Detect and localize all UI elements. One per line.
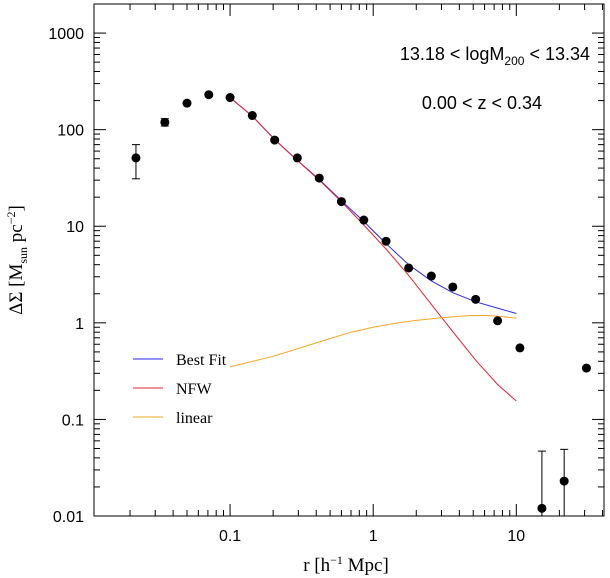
x-tick-label: 1 [369, 528, 378, 545]
series-line-nfw [229, 97, 517, 402]
data-point [160, 117, 170, 127]
x-tick-label: 0.1 [219, 528, 241, 545]
data-point [426, 271, 436, 281]
data-point [292, 153, 302, 163]
data-point [471, 294, 481, 304]
data-point [581, 363, 591, 373]
data-point [225, 93, 235, 103]
y-tick-label: 100 [57, 123, 84, 140]
data-point [448, 282, 458, 292]
series-line-linear [229, 315, 517, 368]
y-tick-label: 0.01 [53, 509, 84, 526]
y-tick-label: 10 [66, 219, 84, 236]
data-point [247, 111, 257, 121]
data-point [404, 263, 414, 273]
data-point [359, 215, 369, 225]
data-points [131, 90, 591, 516]
data-point [270, 135, 280, 145]
data-point [336, 197, 346, 207]
data-point [204, 90, 214, 100]
x-tick-label: 10 [507, 528, 525, 545]
data-point [182, 98, 192, 108]
tick-labels: 0.1 1 10 0.01 0.1 1 10 100 1000 [48, 26, 525, 545]
data-point [493, 316, 503, 326]
plot-frame [93, 3, 605, 517]
legend-label-nfw: NFW [176, 381, 212, 398]
legend-label-best-fit: Best Fit [176, 352, 227, 369]
data-point [381, 236, 391, 246]
data-point [131, 153, 141, 163]
y-tick-label: 1000 [48, 26, 84, 43]
data-point [537, 503, 547, 513]
legend: Best Fit NFW linear [133, 352, 227, 427]
x-axis-label: r [h−1 Mpc] [303, 553, 389, 576]
data-point [559, 476, 569, 486]
annotation-redshift-range: 0.00 < z < 0.34 [422, 93, 542, 113]
y-tick-label: 1 [75, 316, 84, 333]
ticks [94, 3, 604, 517]
legend-label-linear: linear [176, 410, 213, 427]
data-point [314, 173, 324, 183]
data-point [515, 343, 525, 353]
y-axis-label: ΔΣ [Msun pc−2] [4, 205, 30, 315]
annotation-mass-range: 13.18 < logM200 < 13.34 [400, 44, 590, 68]
y-tick-label: 0.1 [62, 412, 84, 429]
series-line-best-fit [229, 97, 517, 314]
